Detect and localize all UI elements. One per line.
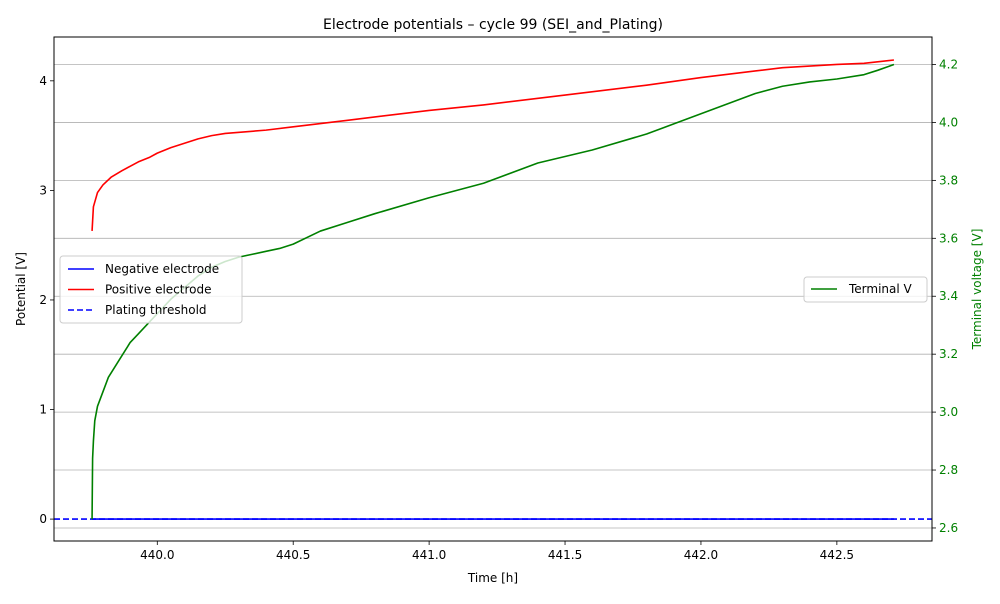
grid-layer — [54, 64, 932, 529]
legend-left: Negative electrode Positive electrode Plat… — [59, 255, 243, 324]
legend-right: Terminal V — [803, 276, 928, 303]
legend-left-box — [59, 255, 243, 324]
x-tick-label: 442.0 — [684, 548, 718, 562]
y-tick-label-right: 3.2 — [939, 347, 958, 361]
x-axis-title: Time [h] — [467, 571, 518, 585]
y-tick-label-left: 4 — [39, 74, 47, 88]
x-tick-label: 442.5 — [820, 548, 854, 562]
y-tick-label-right: 3.4 — [939, 289, 958, 303]
series-layer — [54, 59, 932, 520]
legend-entry: Positive electrode — [105, 283, 212, 297]
y-axis-left: 0 1 2 3 4 — [39, 74, 54, 526]
x-tick-label: 441.0 — [412, 548, 446, 562]
plot-frame — [53, 36, 933, 542]
y-tick-label-left: 3 — [39, 183, 47, 197]
y-tick-label-right: 3.6 — [939, 231, 958, 245]
y-axis-title-left: Potential [V] — [14, 252, 28, 326]
y-tick-label-left: 1 — [39, 403, 47, 417]
y-axis-title-right: Terminal voltage [V] — [970, 229, 984, 351]
x-axis: 440.0 440.5 441.0 441.5 442.0 442.5 — [140, 541, 854, 562]
legend-entry: Plating threshold — [105, 303, 207, 317]
series-line-terminal-v — [91, 63, 895, 520]
y-tick-label-right: 4.0 — [939, 115, 958, 129]
y-tick-label-right: 3.0 — [939, 405, 958, 419]
y-tick-label-right: 2.6 — [939, 521, 958, 535]
y-tick-label-right: 3.8 — [939, 173, 958, 187]
x-tick-label: 440.5 — [276, 548, 310, 562]
chart-title: Electrode potentials – cycle 99 (SEI_and… — [323, 17, 663, 33]
legend-right-box — [803, 276, 928, 303]
y-tick-label-right: 4.2 — [939, 58, 958, 72]
y-tick-label-right: 2.8 — [939, 463, 958, 477]
y-axis-right: 2.6 2.8 3.0 3.2 3.4 3.6 3.8 4.0 4.2 — [932, 58, 958, 535]
legend-entry: Terminal V — [848, 282, 913, 296]
series-line-positive-electrode — [91, 59, 895, 231]
legend-entry: Negative electrode — [105, 262, 219, 276]
y-tick-label-left: 2 — [39, 293, 47, 307]
x-tick-label: 441.5 — [548, 548, 582, 562]
x-tick-label: 440.0 — [140, 548, 174, 562]
y-tick-label-left: 0 — [39, 512, 47, 526]
